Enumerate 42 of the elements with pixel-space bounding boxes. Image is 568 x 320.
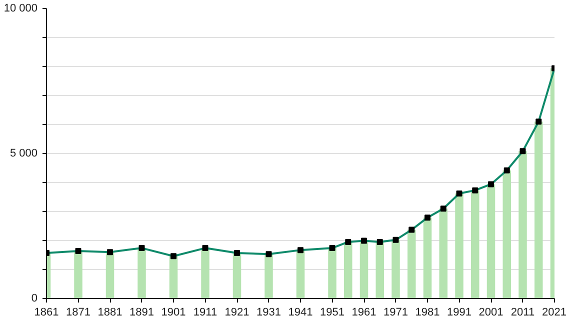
x-tick-label: 2021 bbox=[542, 306, 567, 318]
x-tick-label: 1911 bbox=[193, 306, 218, 318]
bar bbox=[439, 208, 448, 298]
bar bbox=[455, 194, 464, 298]
bar bbox=[407, 230, 416, 298]
bar bbox=[502, 170, 512, 298]
bar bbox=[232, 252, 242, 298]
x-tick-label: 2011 bbox=[510, 306, 535, 318]
y-tick-label: 10 000 bbox=[4, 2, 38, 14]
bar bbox=[138, 248, 146, 298]
x-tick-label: 1961 bbox=[352, 306, 376, 318]
y-tick-label: 0 bbox=[31, 292, 38, 304]
bar bbox=[74, 250, 82, 298]
bar bbox=[392, 240, 400, 298]
x-tick-label: 1981 bbox=[415, 306, 440, 318]
bar bbox=[296, 250, 305, 298]
bar bbox=[470, 190, 480, 298]
bar bbox=[534, 122, 543, 298]
x-tick-label: 1881 bbox=[98, 306, 122, 318]
x-tick-label: 1891 bbox=[130, 306, 154, 318]
x-tick-label: 1991 bbox=[447, 306, 472, 318]
x-tick-label: 1941 bbox=[288, 306, 313, 318]
bar bbox=[201, 248, 210, 298]
bar bbox=[423, 218, 432, 298]
x-tick-label: 1951 bbox=[320, 306, 344, 318]
bar bbox=[106, 252, 114, 298]
bar bbox=[169, 256, 178, 298]
y-tick-label: 5 000 bbox=[10, 148, 38, 160]
x-tick-label: 1871 bbox=[66, 306, 90, 318]
x-tick-label: 1921 bbox=[224, 306, 250, 318]
x-tick-label: 1901 bbox=[161, 306, 186, 318]
bar bbox=[486, 184, 496, 298]
bar bbox=[344, 242, 352, 298]
bar bbox=[360, 240, 368, 298]
x-tick-label: 2001 bbox=[478, 306, 504, 318]
x-tick-label: 1971 bbox=[384, 306, 408, 318]
bar bbox=[328, 248, 336, 298]
x-tick-label: 1861 bbox=[34, 306, 59, 318]
bar bbox=[376, 242, 384, 298]
bar bbox=[518, 151, 527, 298]
bar bbox=[264, 254, 273, 298]
x-tick-label: 1931 bbox=[256, 306, 281, 318]
